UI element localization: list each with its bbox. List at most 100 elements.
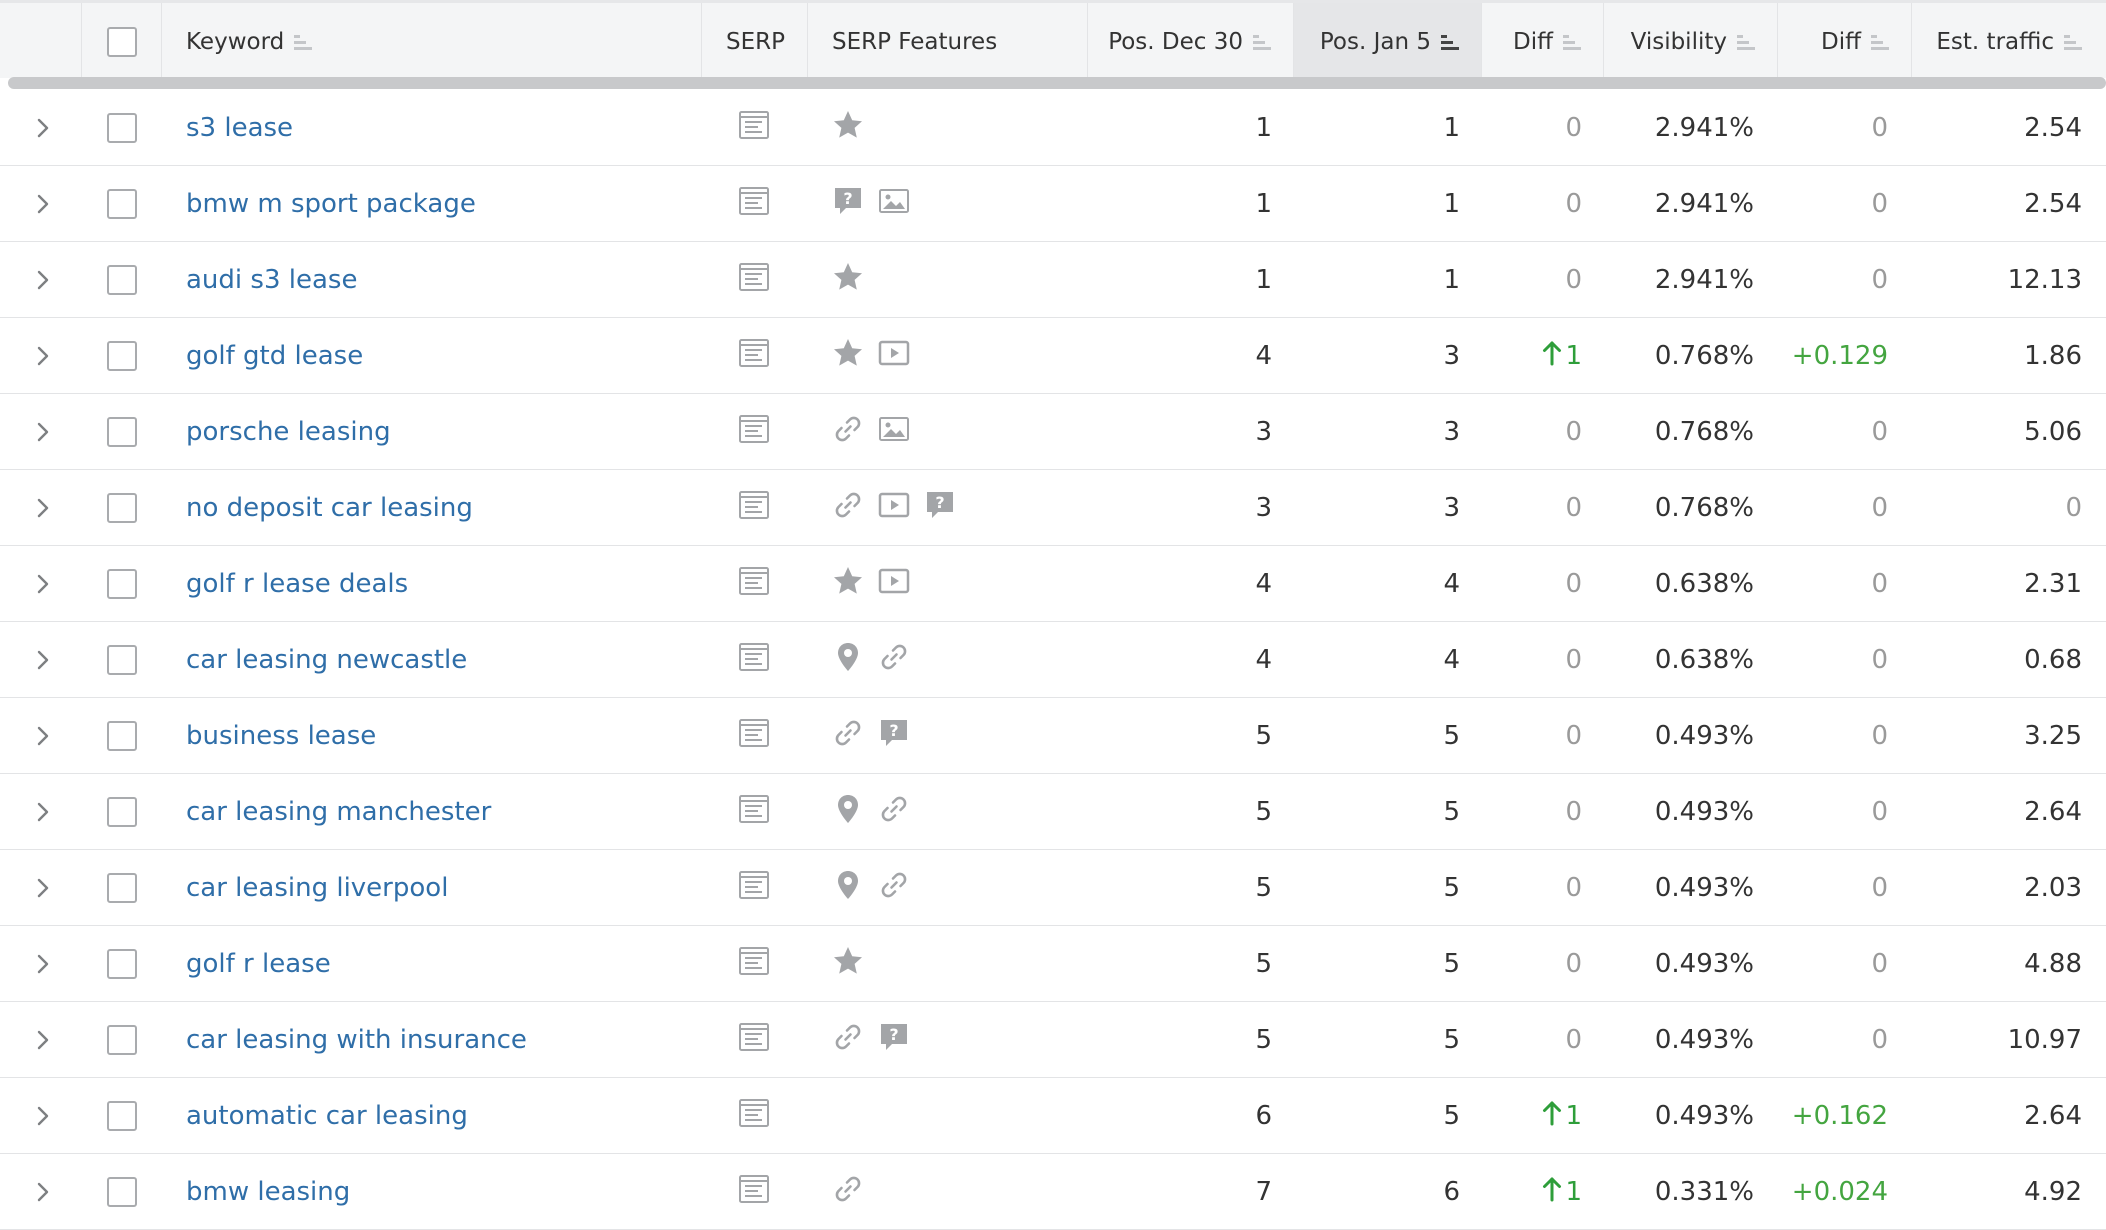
- question-icon[interactable]: ?: [878, 717, 910, 756]
- star-icon[interactable]: [832, 261, 864, 300]
- expand-row-button[interactable]: [30, 546, 70, 622]
- serp-cell[interactable]: [738, 1154, 798, 1230]
- keyword-link[interactable]: golf r lease deals: [186, 569, 409, 599]
- serp-cell[interactable]: [738, 774, 798, 850]
- chevron-right-icon[interactable]: [30, 875, 56, 901]
- chevron-right-icon[interactable]: [30, 191, 56, 217]
- serp-cell[interactable]: [738, 242, 798, 318]
- serp-snapshot-icon[interactable]: [738, 1097, 770, 1136]
- keyword-cell[interactable]: car leasing manchester: [186, 774, 686, 850]
- question-icon[interactable]: ?: [878, 1021, 910, 1060]
- serp-snapshot-icon[interactable]: [738, 641, 770, 680]
- serp-snapshot-icon[interactable]: [738, 717, 770, 756]
- keyword-cell[interactable]: s3 lease: [186, 90, 686, 166]
- question-icon[interactable]: ?: [832, 185, 864, 224]
- keyword-cell[interactable]: car leasing liverpool: [186, 850, 686, 926]
- chevron-right-icon[interactable]: [30, 1027, 56, 1053]
- keyword-link[interactable]: bmw m sport package: [186, 189, 476, 219]
- row-select[interactable]: [82, 926, 162, 1002]
- star-icon[interactable]: [832, 109, 864, 148]
- table-row[interactable]: automatic car leasing 6 5 1 0.493% +0.16…: [0, 1078, 2106, 1154]
- keyword-cell[interactable]: no deposit car leasing: [186, 470, 686, 546]
- keyword-link[interactable]: business lease: [186, 721, 377, 751]
- keyword-link[interactable]: no deposit car leasing: [186, 493, 473, 523]
- row-checkbox[interactable]: [107, 1101, 137, 1131]
- row-select[interactable]: [82, 546, 162, 622]
- row-select[interactable]: [82, 774, 162, 850]
- sort-icon[interactable]: [1563, 32, 1581, 52]
- sort-icon[interactable]: [294, 32, 313, 52]
- row-checkbox[interactable]: [107, 645, 137, 675]
- keyword-link[interactable]: golf r lease: [186, 949, 331, 979]
- keyword-cell[interactable]: automatic car leasing: [186, 1078, 686, 1154]
- row-checkbox[interactable]: [107, 493, 137, 523]
- expand-row-button[interactable]: [30, 90, 70, 166]
- row-checkbox[interactable]: [107, 417, 137, 447]
- keyword-link[interactable]: automatic car leasing: [186, 1101, 468, 1131]
- serp-snapshot-icon[interactable]: [738, 945, 770, 984]
- link-icon[interactable]: [878, 869, 910, 908]
- keyword-cell[interactable]: porsche leasing: [186, 394, 686, 470]
- serp-snapshot-icon[interactable]: [738, 1021, 770, 1060]
- sort-icon[interactable]: [1737, 32, 1755, 52]
- serp-cell[interactable]: [738, 850, 798, 926]
- table-row[interactable]: golf gtd lease 4 3 1 0.768% +0.129 1.86: [0, 318, 2106, 394]
- star-icon[interactable]: [832, 945, 864, 984]
- expand-row-button[interactable]: [30, 850, 70, 926]
- serp-cell[interactable]: [738, 318, 798, 394]
- table-row[interactable]: car leasing manchester 5 5 0 0.493% 0 2.…: [0, 774, 2106, 850]
- pin-icon[interactable]: [832, 641, 864, 680]
- keyword-cell[interactable]: golf gtd lease: [186, 318, 686, 394]
- row-select[interactable]: [82, 318, 162, 394]
- row-select[interactable]: [82, 394, 162, 470]
- chevron-right-icon[interactable]: [30, 799, 56, 825]
- keyword-link[interactable]: porsche leasing: [186, 417, 391, 447]
- keyword-link[interactable]: car leasing manchester: [186, 797, 492, 827]
- star-icon[interactable]: [832, 565, 864, 604]
- expand-row-button[interactable]: [30, 318, 70, 394]
- link-icon[interactable]: [832, 413, 864, 452]
- chevron-right-icon[interactable]: [30, 343, 56, 369]
- serp-cell[interactable]: [738, 90, 798, 166]
- serp-cell[interactable]: [738, 470, 798, 546]
- row-checkbox[interactable]: [107, 797, 137, 827]
- row-select[interactable]: [82, 242, 162, 318]
- chevron-right-icon[interactable]: [30, 951, 56, 977]
- row-select[interactable]: [82, 698, 162, 774]
- video-icon[interactable]: [878, 489, 910, 528]
- star-icon[interactable]: [832, 337, 864, 376]
- link-icon[interactable]: [832, 717, 864, 756]
- expand-row-button[interactable]: [30, 470, 70, 546]
- keyword-cell[interactable]: bmw leasing: [186, 1154, 686, 1230]
- table-row[interactable]: car leasing with insurance ? 5 5 0 0.493…: [0, 1002, 2106, 1078]
- row-select[interactable]: [82, 1154, 162, 1230]
- row-checkbox[interactable]: [107, 341, 137, 371]
- chevron-right-icon[interactable]: [30, 647, 56, 673]
- keyword-cell[interactable]: audi s3 lease: [186, 242, 686, 318]
- row-select[interactable]: [82, 1078, 162, 1154]
- image-icon[interactable]: [878, 185, 910, 224]
- chevron-right-icon[interactable]: [30, 1103, 56, 1129]
- serp-cell[interactable]: [738, 1078, 798, 1154]
- row-checkbox[interactable]: [107, 1177, 137, 1207]
- pin-icon[interactable]: [832, 793, 864, 832]
- table-row[interactable]: bmw leasing 7 6 1 0.331% +0.024 4.92: [0, 1154, 2106, 1230]
- chevron-right-icon[interactable]: [30, 723, 56, 749]
- expand-row-button[interactable]: [30, 698, 70, 774]
- keyword-cell[interactable]: car leasing with insurance: [186, 1002, 686, 1078]
- serp-snapshot-icon[interactable]: [738, 793, 770, 832]
- expand-row-button[interactable]: [30, 1002, 70, 1078]
- expand-row-button[interactable]: [30, 926, 70, 1002]
- expand-row-button[interactable]: [30, 1154, 70, 1230]
- question-icon[interactable]: ?: [924, 489, 956, 528]
- table-row[interactable]: golf r lease 5 5 0 0.493% 0 4.88: [0, 926, 2106, 1002]
- header-keyword[interactable]: Keyword: [162, 3, 702, 81]
- row-select[interactable]: [82, 622, 162, 698]
- expand-row-button[interactable]: [30, 622, 70, 698]
- row-checkbox[interactable]: [107, 569, 137, 599]
- table-row[interactable]: audi s3 lease 1 1 0 2.941% 0 12.13: [0, 242, 2106, 318]
- chevron-right-icon[interactable]: [30, 419, 56, 445]
- row-select[interactable]: [82, 1002, 162, 1078]
- serp-snapshot-icon[interactable]: [738, 185, 770, 224]
- row-select[interactable]: [82, 470, 162, 546]
